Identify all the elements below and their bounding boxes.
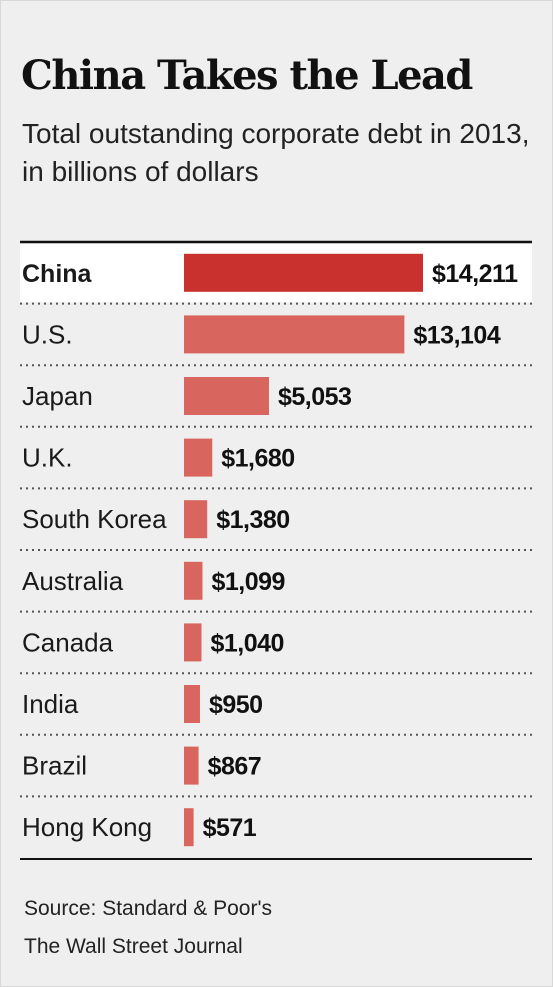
value-label: $5,053 — [278, 383, 351, 411]
value-label: $13,104 — [413, 321, 500, 349]
source-note: Source: Standard & Poor's — [24, 897, 272, 920]
category-label: Japan — [22, 381, 93, 411]
category-label: Canada — [22, 627, 114, 657]
value-label: $950 — [209, 691, 263, 719]
category-label: South Korea — [22, 504, 167, 534]
bar — [184, 377, 269, 415]
bar — [184, 253, 423, 292]
chart-subtitle: Total outstanding corporate debt in 2013… — [22, 118, 530, 187]
category-label: Brazil — [22, 751, 87, 781]
source-block: Source: Standard & Poor's The Wall Stree… — [24, 890, 272, 966]
bar — [184, 561, 203, 600]
bar-chart-svg: China $14,211 U.S. $13,104 Japan $5,053 U.K. $1… — [20, 240, 532, 860]
category-label: U.S. — [22, 319, 73, 349]
bar — [184, 315, 405, 354]
value-label: $571 — [203, 814, 257, 842]
value-label: $1,099 — [211, 568, 284, 596]
bar-chart: China $14,211 U.S. $13,104 Japan $5,053 U.K. $1… — [0, 240, 553, 860]
category-label: Australia — [22, 566, 124, 596]
bar — [184, 808, 194, 847]
bar — [184, 438, 213, 477]
value-label: $1,680 — [221, 445, 294, 473]
credit-note: The Wall Street Journal — [24, 935, 243, 958]
value-label: $1,040 — [210, 629, 283, 657]
category-label: China — [22, 260, 93, 288]
category-label: Hong Kong — [22, 812, 152, 842]
value-label: $14,211 — [432, 260, 518, 288]
bar — [184, 746, 199, 785]
bar — [184, 500, 208, 539]
bar — [184, 623, 202, 662]
value-label: $1,380 — [216, 506, 289, 534]
bar — [184, 685, 200, 723]
category-label: U.K. — [22, 443, 73, 473]
chart-title: China Takes the Lead — [21, 52, 473, 99]
category-label: India — [22, 689, 79, 719]
value-label: $867 — [208, 753, 262, 781]
